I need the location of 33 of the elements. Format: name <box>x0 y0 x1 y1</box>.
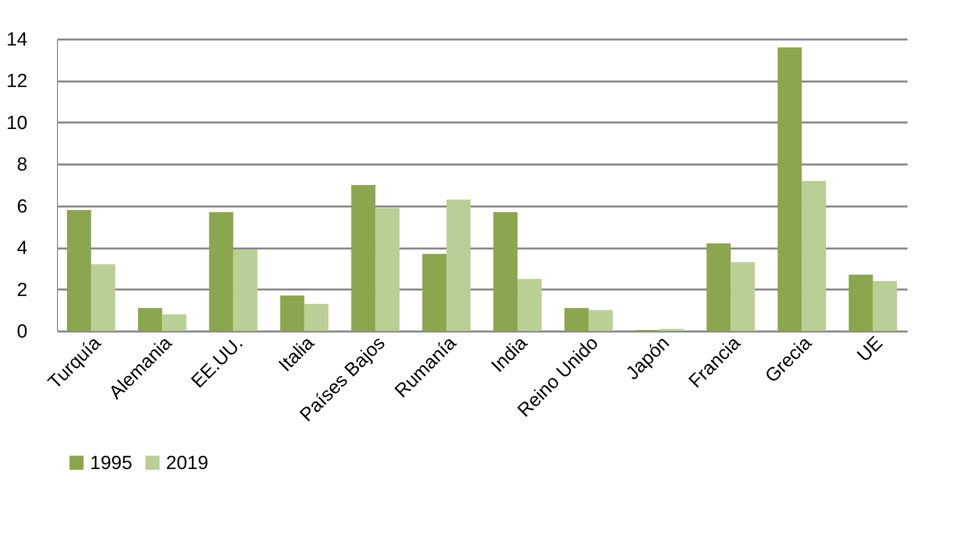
y-tick-label: 4 <box>16 238 28 260</box>
bar <box>138 308 162 331</box>
x-tick-label: UE <box>854 332 888 366</box>
bar <box>706 243 731 331</box>
bar <box>209 212 234 331</box>
bar <box>91 264 116 331</box>
y-tick-label: 8 <box>16 154 28 176</box>
bar <box>304 304 328 331</box>
legend-label: 1995 <box>90 452 132 474</box>
y-tick-label: 12 <box>6 71 28 92</box>
bar <box>564 308 589 331</box>
bar <box>233 250 258 331</box>
bar <box>730 262 755 331</box>
y-tick-label: 6 <box>16 196 28 218</box>
bar <box>280 296 304 331</box>
bar <box>446 200 471 331</box>
y-tick-label: 2 <box>16 280 28 301</box>
bar <box>493 212 518 331</box>
bar <box>351 185 376 331</box>
y-tick-label: 14 <box>6 30 28 50</box>
y-tick-label: 0 <box>16 322 28 342</box>
bar <box>422 254 446 331</box>
bar <box>778 47 802 331</box>
bar <box>588 310 613 331</box>
legend-label: 2019 <box>166 452 208 474</box>
bar <box>375 208 400 331</box>
bar <box>848 274 873 331</box>
bar <box>162 314 186 331</box>
bar <box>802 180 826 331</box>
bar <box>518 278 542 331</box>
y-tick-label: 10 <box>6 112 28 134</box>
bar <box>872 280 898 331</box>
bar <box>66 210 92 331</box>
